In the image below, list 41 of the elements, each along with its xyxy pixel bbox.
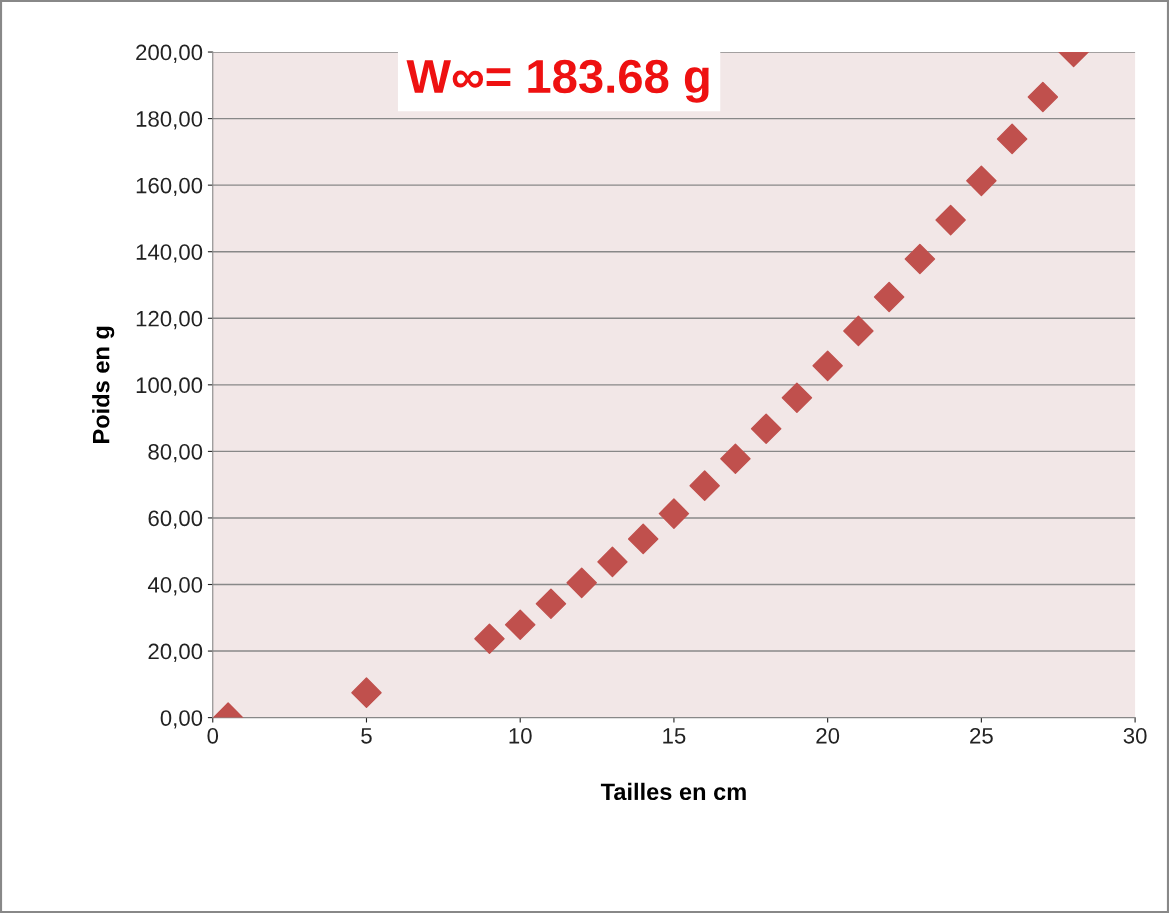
- point: [996, 123, 1028, 155]
- y-tick-label: 180,00: [136, 111, 203, 130]
- x-tick-label: 10: [509, 727, 532, 744]
- y-tick-label: 40,00: [147, 577, 203, 596]
- point: [535, 588, 567, 620]
- point: [843, 315, 874, 347]
- y-tick-label: 20,00: [148, 643, 203, 662]
- x-tick-label: 15: [663, 728, 686, 744]
- y-axis-title: Poids en g: [92, 326, 115, 443]
- point: [750, 413, 782, 445]
- x-tick-label: 25: [970, 727, 993, 744]
- annotation: W∞= 183.68 g: [406, 59, 709, 103]
- point: [904, 243, 936, 275]
- y-tick-label: 80,00: [148, 443, 203, 463]
- point: [1027, 81, 1059, 113]
- y-tick-label: 160,00: [136, 177, 203, 197]
- point: [474, 623, 505, 655]
- y-tick-label: 0,00: [160, 710, 203, 729]
- point: [781, 382, 813, 414]
- y-tick-label: 120,00: [136, 310, 203, 330]
- y-tick-label: 60,00: [148, 510, 203, 529]
- point: [504, 609, 536, 641]
- point: [966, 165, 997, 197]
- point: [935, 204, 966, 236]
- x-axis-title: Tailles en cm: [600, 782, 746, 801]
- x-tick-label: 20: [816, 727, 840, 744]
- y-tick-label: 140,00: [136, 244, 203, 263]
- x-tick-label: 5: [361, 728, 372, 744]
- y-tick-label: 100,00: [136, 377, 203, 396]
- x-tick-label: 0: [207, 727, 219, 744]
- point: [597, 546, 628, 578]
- point: [627, 523, 659, 555]
- point: [351, 677, 382, 708]
- point: [689, 470, 720, 501]
- point: [812, 350, 843, 382]
- point: [873, 281, 905, 313]
- point: [658, 498, 690, 529]
- point: [566, 567, 597, 599]
- point: [720, 443, 751, 474]
- y-tick-label: 200,00: [136, 44, 203, 63]
- x-tick-label: 30: [1123, 727, 1147, 744]
